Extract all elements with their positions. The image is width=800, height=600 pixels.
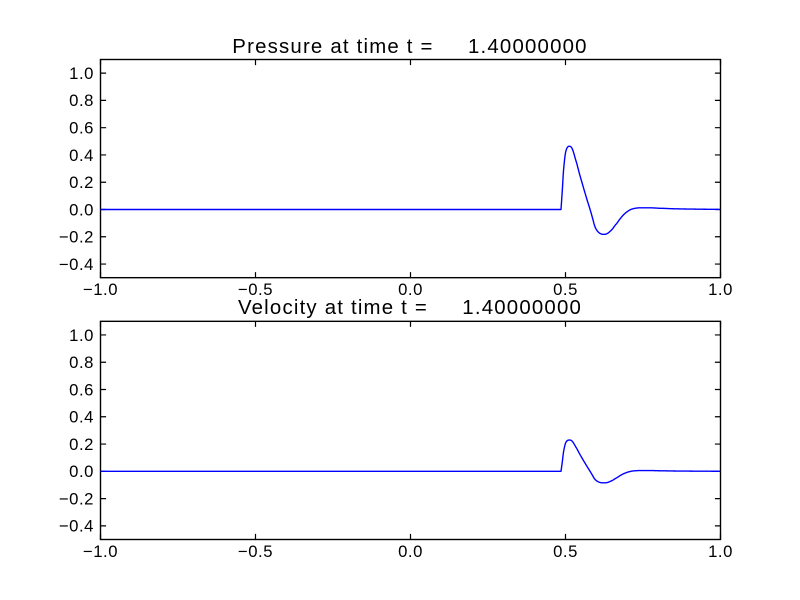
svg-text:Pressure at time t = 1.400: Pressure at time t = 1.40000000	[232, 36, 587, 58]
svg-text:0.2: 0.2	[69, 173, 94, 192]
svg-text:0.4: 0.4	[69, 408, 94, 427]
svg-text:0.6: 0.6	[69, 118, 94, 137]
svg-text:−0.2: −0.2	[59, 489, 94, 508]
svg-text:Velocity at time t = 1.400: Velocity at time t = 1.40000000	[238, 297, 582, 319]
svg-text:0.0: 0.0	[69, 200, 94, 219]
svg-text:−0.4: −0.4	[59, 255, 94, 274]
svg-text:1.0: 1.0	[69, 326, 94, 345]
svg-text:0.2: 0.2	[69, 435, 94, 454]
svg-text:0.8: 0.8	[69, 91, 94, 110]
svg-text:−0.5: −0.5	[238, 542, 273, 561]
svg-text:1.0: 1.0	[69, 64, 94, 83]
svg-text:0.8: 0.8	[69, 353, 94, 372]
svg-text:0.4: 0.4	[69, 146, 94, 165]
svg-text:0.0: 0.0	[398, 542, 423, 561]
svg-text:0.5: 0.5	[553, 542, 578, 561]
svg-text:0.0: 0.0	[69, 462, 94, 481]
svg-text:−0.2: −0.2	[59, 228, 94, 247]
svg-text:1.0: 1.0	[708, 280, 733, 299]
svg-text:1.0: 1.0	[708, 542, 733, 561]
svg-text:−1.0: −1.0	[83, 542, 118, 561]
svg-text:−0.5: −0.5	[238, 280, 273, 299]
svg-text:0.6: 0.6	[69, 380, 94, 399]
svg-text:−1.0: −1.0	[83, 280, 118, 299]
svg-text:0.5: 0.5	[553, 280, 578, 299]
svg-text:0.0: 0.0	[398, 280, 423, 299]
svg-text:−0.4: −0.4	[59, 517, 94, 536]
